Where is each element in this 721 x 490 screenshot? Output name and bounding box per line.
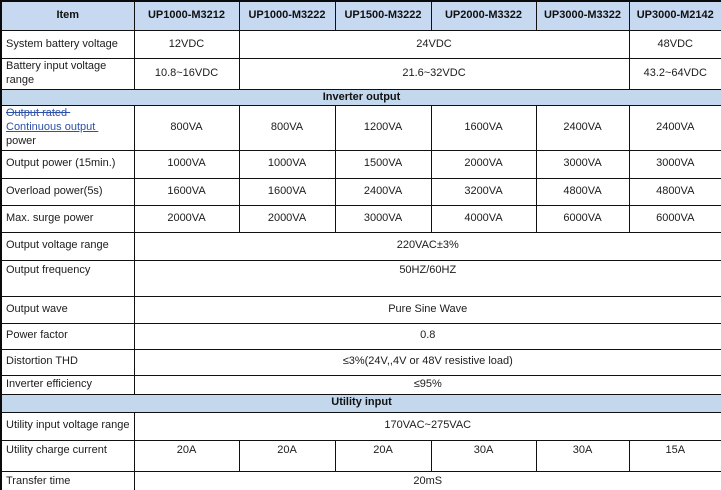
cell-value-merged: ≤3%(24V,,4V or 48V resistive load) <box>133 348 721 376</box>
row-battery-input-voltage-range: Battery input voltage range 10.8~16VDC 2… <box>0 58 721 90</box>
row-output-frequency: Output frequency 50HZ/60HZ <box>0 259 721 297</box>
cell-value: 4800VA <box>628 177 721 206</box>
cell-value: 1000VA <box>238 149 336 179</box>
row-label: Output wave <box>0 295 135 324</box>
row-continuous-output-power: Output rated Continuous output power 800… <box>0 105 721 151</box>
row-label: Power factor <box>0 322 135 350</box>
cell-value: 2000VA <box>430 149 537 179</box>
cell-value: 3000VA <box>334 204 432 233</box>
row-label-text: power <box>6 134 36 147</box>
cell-value: 6000VA <box>628 204 721 233</box>
cell-value: 43.2~64VDC <box>628 58 721 90</box>
cell-value: 3200VA <box>430 177 537 206</box>
row-label: Overload power(5s) <box>0 177 135 206</box>
row-label: Utility charge current <box>0 439 135 472</box>
cell-value: 2400VA <box>334 177 432 206</box>
cell-value: 2400VA <box>535 105 630 151</box>
header-cell-model-up1000-m3222: UP1000-M3222 <box>238 0 336 31</box>
cell-value: 1600VA <box>238 177 336 206</box>
row-power-factor: Power factor 0.8 <box>0 322 721 350</box>
header-cell-model-up3000-m3322: UP3000-M3322 <box>535 0 630 31</box>
header-cell-model-up2000-m3322: UP2000-M3322 <box>430 0 537 31</box>
row-label: System battery voltage <box>0 30 135 59</box>
cell-value: 4800VA <box>535 177 630 206</box>
cell-value: 1600VA <box>430 105 537 151</box>
row-inverter-efficiency: Inverter efficiency ≤95% <box>0 374 721 395</box>
row-label: Max. surge power <box>0 204 135 233</box>
header-cell-model-up3000-m2142: UP3000-M2142 <box>628 0 721 31</box>
cell-value: 1500VA <box>334 149 432 179</box>
row-label: Distortion THD <box>0 348 135 376</box>
header-row: Item UP1000-M3212 UP1000-M3222 UP1500-M3… <box>0 0 721 31</box>
cell-value-merged: 220VAC±3% <box>133 231 721 261</box>
row-output-power-15min: Output power (15min.) 1000VA 1000VA 1500… <box>0 149 721 179</box>
cell-value: 20A <box>334 439 432 472</box>
cell-value: 3000VA <box>628 149 721 179</box>
row-label: Output power (15min.) <box>0 149 135 179</box>
cell-value-merged: 0.8 <box>133 322 721 350</box>
cell-value-merged: 21.6~32VDC <box>238 58 630 90</box>
header-cell-item: Item <box>0 0 135 31</box>
cell-value: 4000VA <box>430 204 537 233</box>
row-label-tracked-changes: Output rated Continuous output power <box>0 105 135 151</box>
row-label: Output voltage range <box>0 231 135 261</box>
cell-value: 800VA <box>133 105 240 151</box>
cell-value-merged: 170VAC~275VAC <box>133 411 721 441</box>
cell-value: 15A <box>628 439 721 472</box>
row-distortion-thd: Distortion THD ≤3%(24V,,4V or 48V resist… <box>0 348 721 376</box>
section-bar-utility-input: Utility input <box>0 393 721 413</box>
row-max-surge-power: Max. surge power 2000VA 2000VA 3000VA 40… <box>0 204 721 233</box>
cell-value: 3000VA <box>535 149 630 179</box>
cell-value: 2400VA <box>628 105 721 151</box>
cell-value: 48VDC <box>628 30 721 59</box>
cell-value-merged: 50HZ/60HZ <box>133 259 721 297</box>
cell-value: 2000VA <box>238 204 336 233</box>
cell-value: 6000VA <box>535 204 630 233</box>
cell-value: 20A <box>238 439 336 472</box>
cell-value-merged: Pure Sine Wave <box>133 295 721 324</box>
cell-value: 30A <box>535 439 630 472</box>
cell-value-merged: 20mS <box>133 470 721 490</box>
deleted-text: Output rated <box>6 107 71 120</box>
cell-value-merged: 24VDC <box>238 30 630 59</box>
row-label: Battery input voltage range <box>0 58 135 90</box>
row-label: Inverter efficiency <box>0 374 135 395</box>
row-label: Transfer time <box>0 470 135 490</box>
header-cell-model-up1000-m3212: UP1000-M3212 <box>133 0 240 31</box>
cell-value: 10.8~16VDC <box>133 58 240 90</box>
header-cell-model-up1500-m3222: UP1500-M3222 <box>334 0 432 31</box>
row-transfer-time: Transfer time 20mS <box>0 470 721 490</box>
row-utility-charge-current: Utility charge current 20A 20A 20A 30A 3… <box>0 439 721 472</box>
cell-value: 2000VA <box>133 204 240 233</box>
row-system-battery-voltage: System battery voltage 12VDC 24VDC 48VDC <box>0 30 721 59</box>
inserted-text: Continuous output <box>6 121 99 133</box>
row-label: Utility input voltage range <box>0 411 135 441</box>
cell-value: 30A <box>430 439 537 472</box>
cell-value: 12VDC <box>133 30 240 59</box>
row-overload-power-5s: Overload power(5s) 1600VA 1600VA 2400VA … <box>0 177 721 206</box>
row-output-wave: Output wave Pure Sine Wave <box>0 295 721 324</box>
section-row-utility-input: Utility input <box>0 393 721 413</box>
cell-value-merged: ≤95% <box>133 374 721 395</box>
row-utility-input-voltage-range: Utility input voltage range 170VAC~275VA… <box>0 411 721 441</box>
cell-value: 1600VA <box>133 177 240 206</box>
cell-value: 1200VA <box>334 105 432 151</box>
cell-value: 20A <box>133 439 240 472</box>
row-output-voltage-range: Output voltage range 220VAC±3% <box>0 231 721 261</box>
row-label: Output frequency <box>0 259 135 297</box>
section-row-inverter-output: Inverter output <box>0 88 721 107</box>
cell-value: 800VA <box>238 105 336 151</box>
cell-value: 1000VA <box>133 149 240 179</box>
section-bar-inverter-output: Inverter output <box>0 88 721 107</box>
